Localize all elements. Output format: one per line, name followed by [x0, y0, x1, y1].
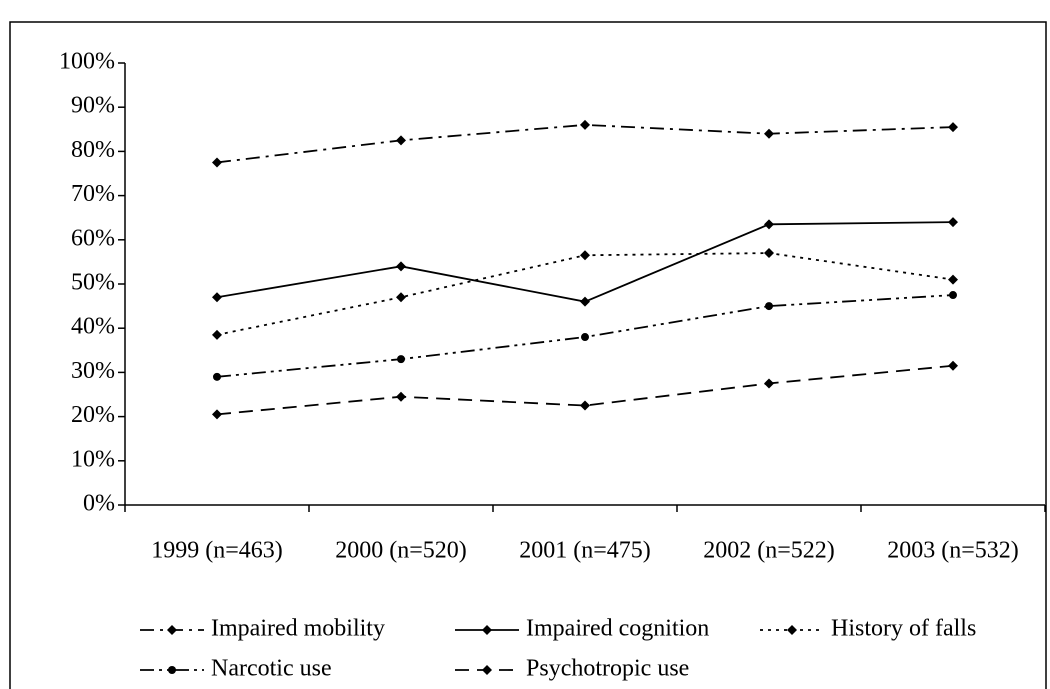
data-point: [581, 333, 589, 342]
legend-marker: [167, 625, 177, 635]
data-point: [764, 248, 774, 259]
chart-frame: [9, 21, 1047, 689]
y-tick-label: 0%: [83, 491, 115, 517]
data-point: [948, 217, 958, 228]
y-tick-label: 50%: [71, 270, 115, 296]
data-point: [212, 292, 222, 303]
y-tick-label: 30%: [71, 358, 115, 384]
y-tick-label: 90%: [71, 93, 115, 119]
data-point: [396, 261, 406, 272]
y-tick-label: 100%: [59, 49, 115, 75]
data-point: [396, 135, 406, 146]
data-point: [396, 292, 406, 303]
x-tick-label: 2001 (n=475): [519, 538, 651, 564]
legend-marker: [787, 625, 797, 635]
y-tick-label: 20%: [71, 402, 115, 428]
data-point: [580, 400, 590, 411]
legend-label: History of falls: [831, 616, 976, 642]
y-tick-label: 40%: [71, 314, 115, 340]
data-point: [212, 409, 222, 420]
legend-label: Impaired mobility: [211, 616, 385, 642]
y-tick-label: 60%: [71, 225, 115, 251]
x-tick-label: 2002 (n=522): [703, 538, 835, 564]
data-point: [948, 122, 958, 133]
data-point: [764, 128, 774, 139]
data-point: [764, 378, 774, 389]
y-tick-label: 70%: [71, 181, 115, 207]
data-point: [213, 372, 221, 381]
series-line: [216, 221, 954, 303]
y-tick-label: 10%: [71, 446, 115, 472]
x-tick-label: 2003 (n=532): [887, 538, 1019, 564]
data-point: [580, 250, 590, 261]
legend-label: Psychotropic use: [526, 656, 689, 682]
legend-marker: [482, 625, 492, 635]
data-point: [212, 329, 222, 340]
data-point: [396, 391, 406, 402]
data-point: [948, 274, 958, 285]
legend-label: Narcotic use: [211, 656, 332, 682]
data-point: [948, 360, 958, 371]
data-point: [580, 296, 590, 307]
data-point: [949, 291, 957, 300]
legend-marker: [482, 665, 492, 675]
series-line: [216, 364, 954, 416]
x-tick-label: 1999 (n=463): [151, 538, 283, 564]
data-point: [765, 302, 773, 311]
series-line: [216, 123, 954, 164]
y-tick-label: 80%: [71, 137, 115, 163]
data-point: [397, 355, 405, 364]
legend-label: Impaired cognition: [526, 616, 709, 642]
data-point: [580, 119, 590, 130]
data-point: [212, 157, 222, 168]
series-line: [216, 252, 954, 336]
x-tick-label: 2000 (n=520): [335, 538, 467, 564]
legend-marker: [168, 666, 176, 674]
data-point: [764, 219, 774, 230]
